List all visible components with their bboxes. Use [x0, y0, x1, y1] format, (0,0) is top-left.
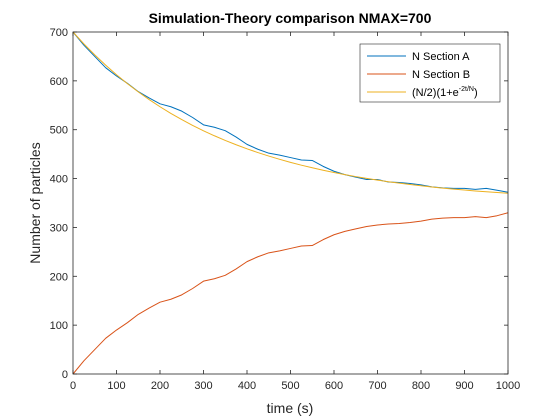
legend-theory-close: )	[474, 87, 478, 99]
legend-entry-a: N Section A	[412, 51, 470, 63]
x-tick-label: 600	[325, 380, 343, 392]
chart-title: Simulation-Theory comparison NMAX=700	[149, 10, 432, 26]
legend-theory-base: (N/2)(1+e	[412, 87, 459, 99]
series-line-n-section-b	[72, 212, 509, 375]
y-tick-label: 400	[50, 174, 68, 186]
y-tick-label: 100	[50, 320, 68, 332]
x-tick-label: 500	[281, 380, 299, 392]
x-tick-label: 100	[107, 380, 125, 392]
x-tick-label: 800	[412, 380, 430, 392]
y-tick-label: 500	[50, 125, 68, 137]
legend-entry-theory: (N/2)(1+e-2t/N)	[412, 86, 478, 99]
y-tick-label: 600	[50, 76, 68, 88]
legend-entry-b: N Section B	[412, 69, 470, 81]
y-axis-label: Number of particles	[27, 142, 43, 263]
ticks-layer: 0 100 200 300 400 500 600 700 800 900 1000 0 100 200 3…	[50, 27, 521, 392]
legend: N Section A N Section B (N/2)(1+e-2t/N)	[359, 43, 501, 103]
y-tick-label: 0	[62, 369, 68, 381]
y-tick-label: 200	[50, 271, 68, 283]
x-axis-label: time (s)	[267, 400, 314, 416]
x-tick-label: 300	[194, 380, 212, 392]
series-layer	[72, 31, 509, 375]
series-line-n-2-1-e-2t-n	[72, 31, 509, 194]
x-tick-label: 1000	[496, 380, 520, 392]
x-tick-label: 900	[455, 380, 473, 392]
x-tick-label: 200	[151, 380, 169, 392]
x-tick-label: 700	[368, 380, 386, 392]
x-tick-label: 400	[238, 380, 256, 392]
y-tick-label: 300	[50, 222, 68, 234]
x-tick-label: 0	[70, 380, 76, 392]
legend-theory-exponent: -2t/N	[459, 86, 474, 93]
y-tick-label: 700	[50, 27, 68, 39]
